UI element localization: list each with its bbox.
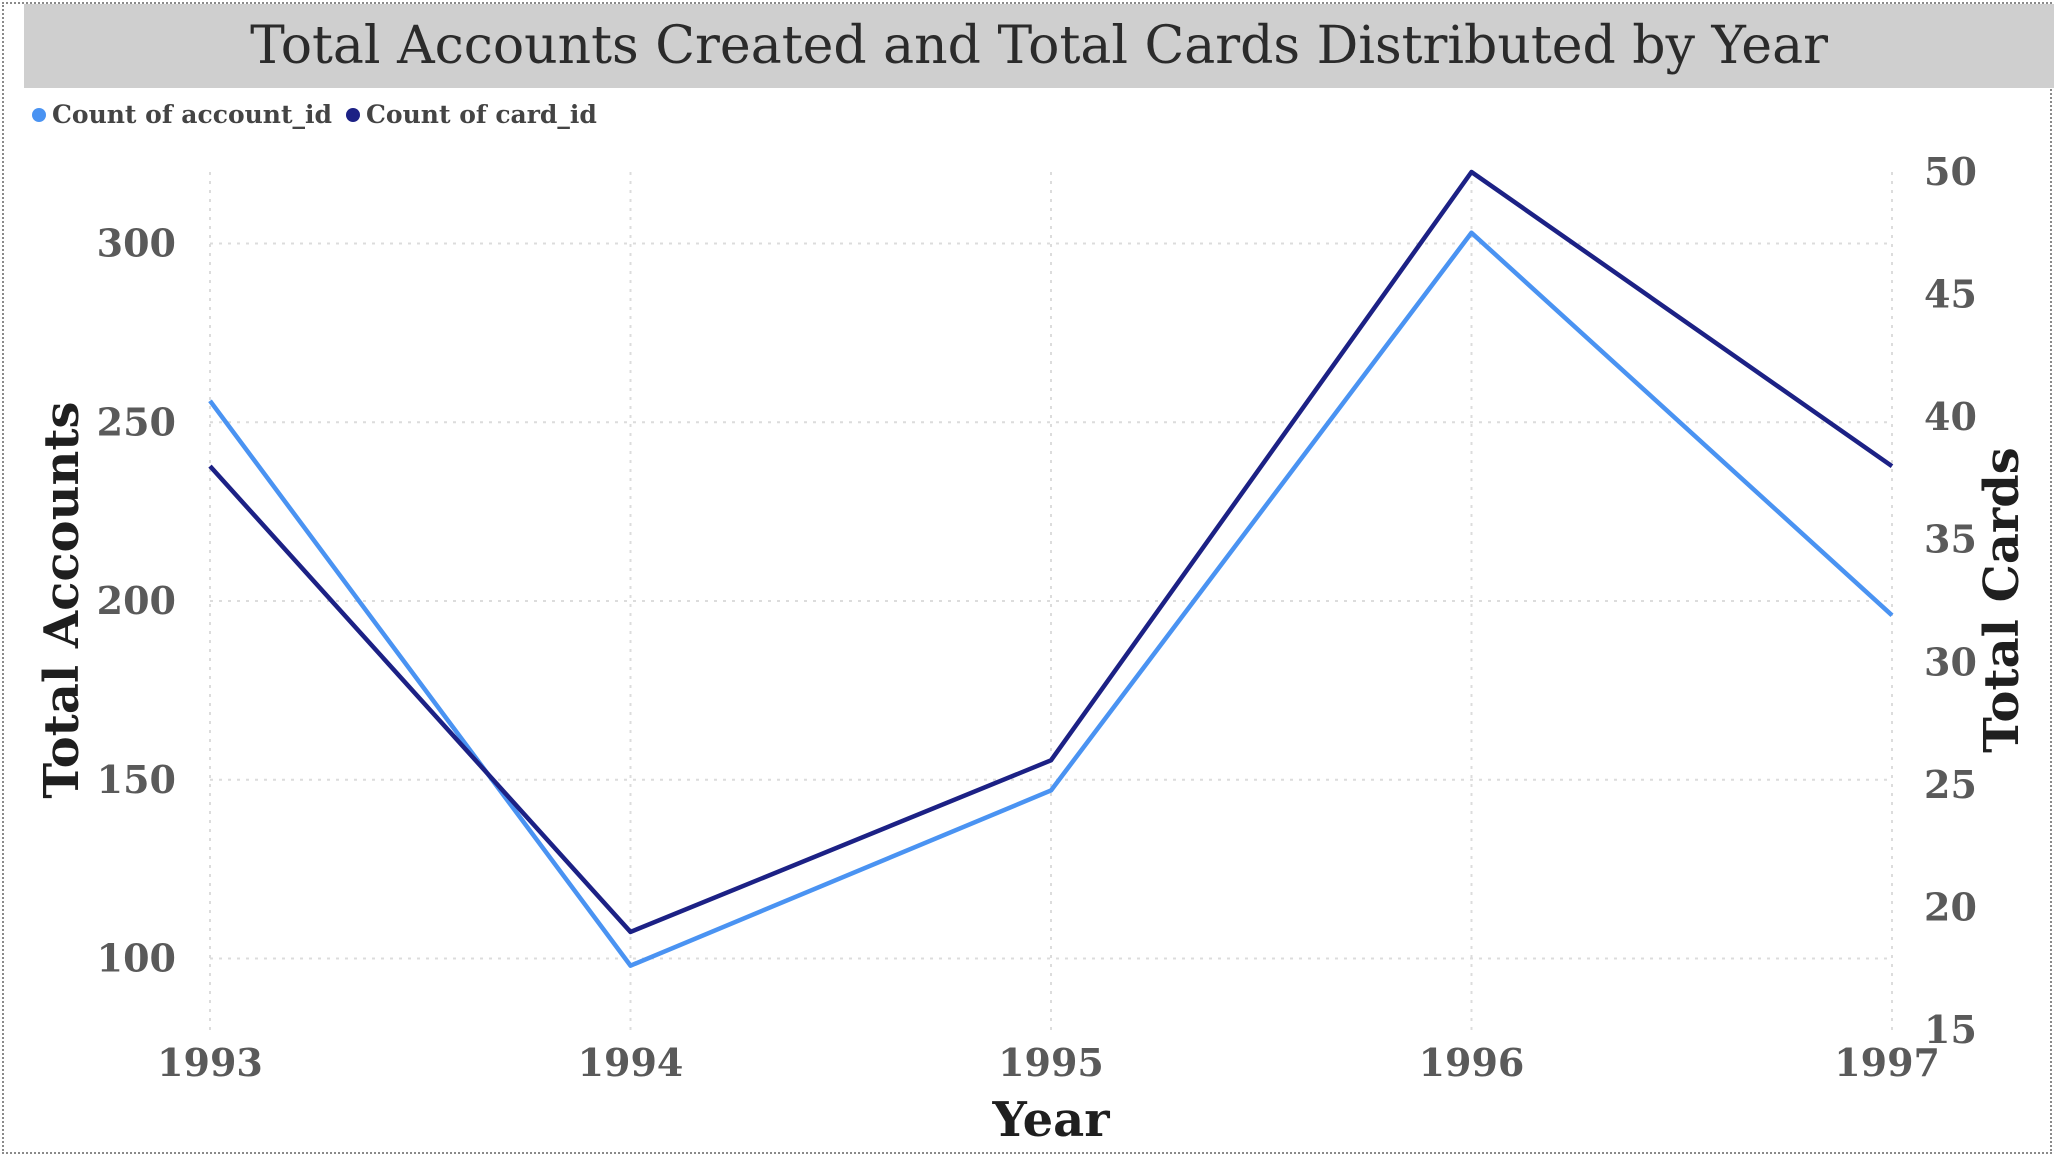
y-right-tick-15: 15 bbox=[1924, 1007, 1977, 1052]
x-tick-1993: 1993 bbox=[157, 1040, 263, 1085]
legend-label-accounts: Count of account_id bbox=[52, 100, 333, 129]
x-tick-1997: 1997 bbox=[1834, 1040, 1940, 1085]
y-right-tick-30: 30 bbox=[1924, 639, 1977, 684]
series-line-1 bbox=[208, 169, 1894, 935]
y-right-tick-25: 25 bbox=[1924, 762, 1977, 807]
y-axis-right-title: Total Cards bbox=[1974, 447, 2030, 753]
legend-marker-cards bbox=[346, 107, 361, 122]
gridlines bbox=[209, 172, 1893, 1030]
legend-label-cards: Count of card_id bbox=[366, 100, 597, 129]
y-left-tick-150: 150 bbox=[97, 757, 176, 802]
y-left-tick-200: 200 bbox=[97, 578, 176, 623]
series-lines bbox=[208, 169, 1894, 968]
y-right-tick-40: 40 bbox=[1924, 394, 1977, 439]
x-tick-1996: 1996 bbox=[1419, 1040, 1525, 1085]
chart-title: Total Accounts Created and Total Cards D… bbox=[250, 16, 1828, 76]
x-axis-title: Year bbox=[991, 1092, 1110, 1148]
y-axis-left-title: Total Accounts bbox=[34, 401, 90, 798]
y-left-tick-300: 300 bbox=[97, 221, 176, 266]
x-tick-1994: 1994 bbox=[578, 1040, 684, 1085]
y-right-tick-20: 20 bbox=[1924, 884, 1977, 929]
legend-item-accounts[interactable]: Count of account_id bbox=[32, 100, 332, 129]
y-left-tick-250: 250 bbox=[97, 399, 176, 444]
legend-item-cards[interactable]: Count of card_id bbox=[346, 100, 597, 129]
legend-marker-accounts bbox=[32, 107, 46, 122]
y-right-tick-35: 35 bbox=[1924, 517, 1977, 562]
y-left-tick-100: 100 bbox=[97, 936, 176, 981]
y-right-tick-45: 45 bbox=[1924, 272, 1977, 317]
y-right-tick-50: 50 bbox=[1924, 149, 1977, 194]
legend: Count of account_id Count of card_id bbox=[32, 100, 597, 129]
x-tick-1995: 1995 bbox=[998, 1040, 1104, 1085]
series-line-0 bbox=[208, 230, 1894, 968]
tick-labels: 100 150 200 250 300 15 20 25 30 35 40 45 50 1993 1994 1… bbox=[97, 149, 1977, 1085]
title-bar: Total Accounts Created and Total Cards D… bbox=[24, 4, 2054, 88]
